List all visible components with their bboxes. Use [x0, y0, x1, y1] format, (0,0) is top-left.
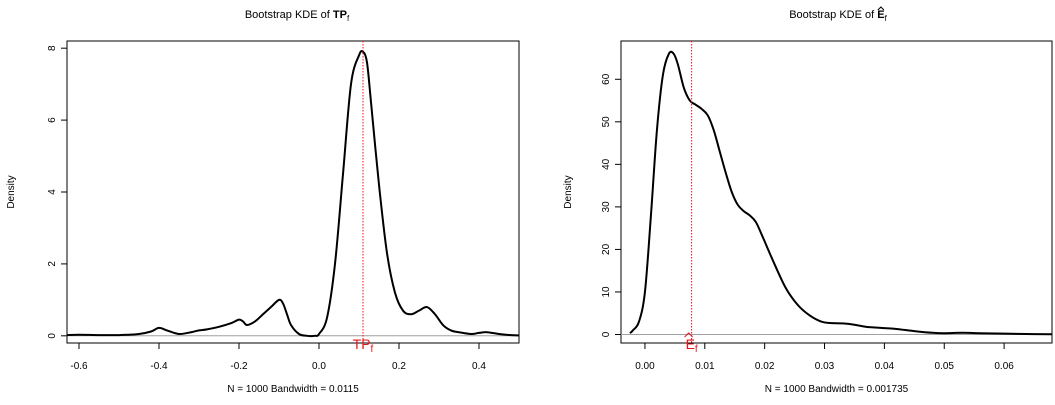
chart-title: Bootstrap KDE of TPf: [245, 9, 350, 23]
x-tick-label: -0.6: [70, 361, 88, 372]
y-tick-label: 30: [601, 201, 612, 213]
x-tick-label: 0.03: [815, 361, 835, 372]
x-tick-label: 0.2: [392, 361, 406, 372]
y-tick-label: 40: [601, 158, 612, 170]
observed-value-label: TPf: [353, 336, 374, 355]
plot-frame: [66, 40, 520, 344]
x-tick-label: 0.04: [875, 361, 895, 372]
title-symbol-hat: [877, 6, 885, 11]
x-tick-label: 0.02: [755, 361, 775, 372]
observed-value-subscript: f: [371, 344, 374, 355]
chart-title: Bootstrap KDE of Ef: [789, 9, 887, 23]
y-tick-label: 0: [47, 333, 58, 339]
chart-title-text: Bootstrap KDE of: [245, 9, 333, 21]
y-tick-label: 8: [47, 45, 58, 51]
x-tick-label: 0.4: [472, 361, 486, 372]
x-tick-label: 0.05: [935, 361, 955, 372]
observed-value-label: Ef: [686, 336, 698, 355]
observed-value-subscript: f: [695, 344, 698, 355]
right-kde-panel: Bootstrap KDE of Ef N = 1000 Bandwidth = …: [563, 6, 1053, 395]
y-axis-label: Density: [6, 175, 17, 208]
y-axis-label: Density: [563, 175, 574, 208]
y-tick-label: 6: [47, 117, 58, 123]
x-tick-label: 0.06: [994, 361, 1014, 372]
y-tick-label: 20: [601, 243, 612, 255]
y-tick-label: 0: [601, 331, 612, 337]
x-tick-label: 0.0: [312, 361, 326, 372]
x-tick-label: -0.4: [150, 361, 168, 372]
chart-title-text: Bootstrap KDE of: [789, 9, 877, 21]
chart-title-subscript: f: [885, 14, 888, 23]
y-tick-label: 4: [47, 189, 58, 195]
chart-title-subscript: f: [347, 14, 350, 23]
y-tick-label: 10: [601, 286, 612, 298]
chart-title-symbol: TP: [333, 9, 347, 21]
density-curve: [66, 50, 520, 338]
plot-frame: [620, 40, 1053, 344]
density-curve: [629, 50, 1053, 336]
observed-value-symbol: TP: [353, 336, 371, 352]
y-tick-label: 50: [601, 116, 612, 128]
observed-value-symbol: E: [686, 336, 695, 352]
x-tick-label: -0.2: [230, 361, 248, 372]
chart-title-symbol: E: [877, 9, 884, 21]
x-tick-label: 0.01: [695, 361, 715, 372]
y-tick-label: 60: [601, 73, 612, 85]
x-tick-label: 0.00: [635, 361, 655, 372]
observed-value-hat: [684, 332, 693, 338]
y-tick-label: 2: [47, 261, 58, 267]
x-axis-label: N = 1000 Bandwidth = 0.001735: [765, 384, 909, 395]
x-axis-label: N = 1000 Bandwidth = 0.0115: [227, 384, 359, 395]
